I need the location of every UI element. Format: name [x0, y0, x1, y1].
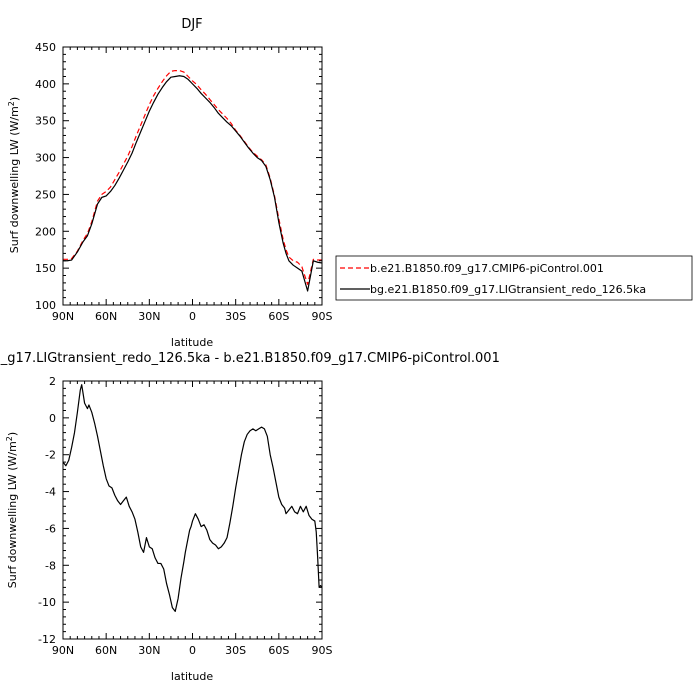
- bottom-y-tick-label: -2: [45, 449, 56, 462]
- bottom-x-tick-label: 0: [189, 644, 196, 657]
- legend-box: [335, 255, 693, 301]
- top-x-tick-label: 60N: [95, 310, 117, 323]
- bottom-y-axis-label-end: ): [6, 432, 19, 436]
- bottom-y-tick-label: -8: [45, 559, 56, 572]
- bottom-x-tick-label: 60N: [95, 644, 117, 657]
- bottom-plot-frame: [62, 380, 323, 640]
- top-plot-area: 100 150 200 250 300 350 400 450 90N 60N 30N 0 30S 60S…: [35, 41, 333, 323]
- top-y-tick-label: 250: [35, 188, 56, 201]
- top-x-tick-label: 60S: [268, 310, 289, 323]
- bottom-x-tick-label: 90S: [312, 644, 333, 657]
- bottom-chart: bg.e21.B1850.f09_g17.LIGtransient_redo_1…: [0, 351, 500, 683]
- top-y-tick-label: 150: [35, 262, 56, 275]
- top-x-tick-label: 90N: [52, 310, 74, 323]
- top-y-tick-label: 300: [35, 152, 56, 165]
- top-y-axis-label: Surf downwelling LW (W/m2): [7, 97, 21, 253]
- top-x-tick-label: 30S: [225, 310, 246, 323]
- bottom-x-tick-label: 30N: [138, 644, 160, 657]
- top-y-axis-label-sup: 2: [7, 101, 16, 106]
- top-y-tick-label: 100: [35, 299, 56, 312]
- bottom-y-tick-label: -4: [45, 486, 56, 499]
- bottom-y-axis-label: Surf downwelling LW (W/m2): [5, 432, 19, 588]
- top-y-tick-label: 350: [35, 115, 56, 128]
- bottom-y-tick-label: 2: [49, 375, 56, 388]
- bottom-series-line-0: [62, 384, 323, 612]
- bottom-y-tick-label: -12: [38, 633, 56, 646]
- top-x-tick-label: 0: [189, 310, 196, 323]
- top-chart: DJF 100 150 200 250 300 350 400 450 90N 60N 30N 0 30…: [7, 17, 693, 349]
- legend-label-picontrol: b.e21.B1850.f09_g17.CMIP6-piControl.001: [370, 262, 604, 275]
- bottom-x-tick-label: 30S: [225, 644, 246, 657]
- bottom-y-tick-label: -10: [38, 596, 56, 609]
- bottom-x-tick-label: 90N: [52, 644, 74, 657]
- top-y-tick-label: 450: [35, 41, 56, 54]
- bottom-y-tick-label: -6: [45, 522, 56, 535]
- top-plot-frame: [62, 46, 323, 306]
- top-y-axis-label-end: ): [8, 97, 21, 101]
- top-series-line-0: [63, 69, 322, 285]
- legend: b.e21.B1850.f09_g17.CMIP6-piControl.001 …: [335, 255, 693, 301]
- bottom-chart-title: bg.e21.B1850.f09_g17.LIGtransient_redo_1…: [0, 351, 500, 366]
- legend-label-ligtransient: bg.e21.B1850.f09_g17.LIGtransient_redo_1…: [370, 283, 646, 296]
- bottom-x-axis-label: latitude: [171, 670, 213, 683]
- top-y-tick-label: 400: [35, 78, 56, 91]
- bottom-y-tick-label: 0: [49, 412, 56, 425]
- top-y-axis-label-main: Surf downwelling LW (W/m: [8, 106, 21, 253]
- bottom-y-axis-label-main: Surf downwelling LW (W/m: [6, 441, 19, 588]
- bottom-y-axis-label-sup: 2: [5, 436, 14, 441]
- top-x-tick-label: 90S: [312, 310, 333, 323]
- top-x-tick-label: 30N: [138, 310, 160, 323]
- bottom-plot-area: -12 -10 -8 -6 -4 -2 0 2 90N 60N 30N 0 30S 60S 90S: [38, 375, 332, 657]
- top-y-tick-label: 200: [35, 225, 56, 238]
- bottom-x-tick-label: 60S: [268, 644, 289, 657]
- top-x-axis-label: latitude: [171, 336, 213, 349]
- top-chart-title: DJF: [181, 17, 202, 32]
- top-series-line-1: [63, 75, 323, 292]
